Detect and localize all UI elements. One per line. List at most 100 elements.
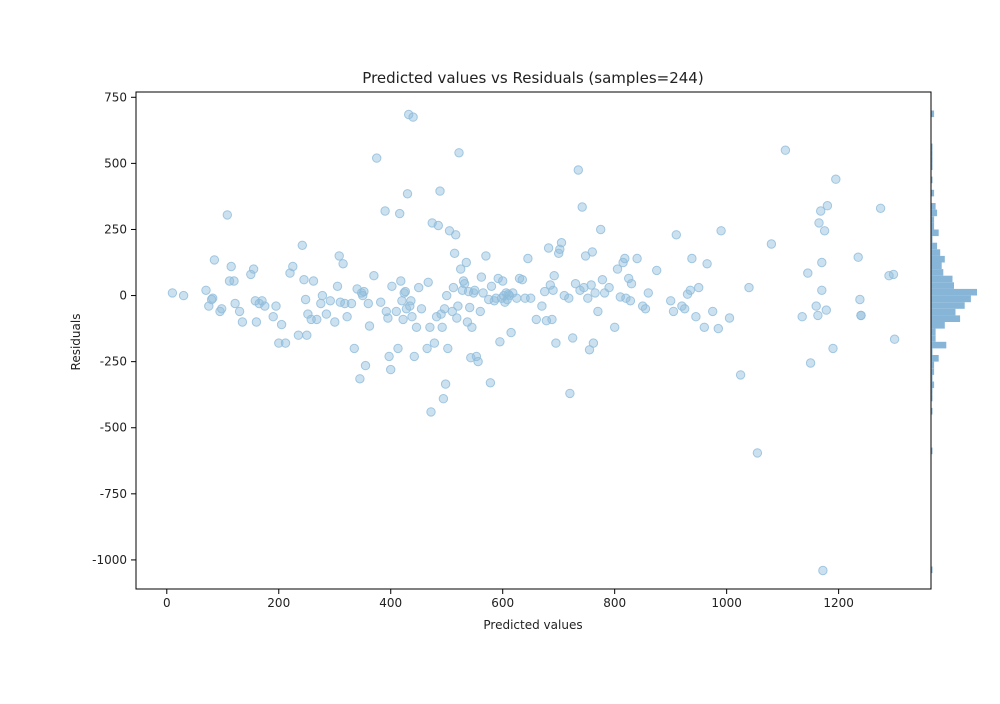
data-point-1: [178, 290, 189, 301]
histogram-bar--16: [931, 394, 933, 402]
data-point-203: [671, 230, 681, 240]
histogram-bar--2: [931, 302, 965, 309]
data-point-68: [387, 281, 397, 291]
data-point-41: [321, 309, 332, 319]
y-tick-label--1000: -1000: [92, 553, 127, 567]
data-point-20: [254, 298, 264, 309]
data-point-109: [452, 313, 462, 323]
data-point-27: [280, 338, 291, 348]
data-point-126: [475, 306, 485, 317]
data-point-30: [293, 330, 304, 340]
data-point-216: [724, 313, 735, 323]
data-point-229: [818, 565, 828, 576]
data-point-225: [813, 310, 823, 321]
data-point-210: [694, 282, 704, 293]
data-point-59: [364, 321, 375, 331]
histogram-bar--12: [931, 368, 935, 375]
data-point-24: [271, 301, 281, 311]
data-point-101: [440, 379, 451, 389]
data-point-94: [431, 312, 442, 322]
plot-area-frame: [135, 91, 932, 590]
data-point-211: [699, 322, 709, 332]
data-point-56: [359, 286, 369, 297]
data-point-120: [466, 353, 476, 363]
data-point-147: [512, 293, 522, 303]
data-point-208: [687, 253, 697, 264]
data-point-235: [853, 252, 863, 262]
data-point-219: [752, 448, 763, 458]
data-point-40: [317, 290, 328, 301]
histogram-bar--3: [931, 308, 956, 316]
data-point-129: [481, 251, 491, 261]
data-point-67: [386, 364, 396, 375]
histogram-bar-27: [931, 110, 935, 118]
data-point-96: [435, 186, 445, 196]
data-point-105: [447, 306, 457, 317]
data-point-167: [564, 293, 574, 303]
data-point-58: [363, 298, 373, 309]
x-tick-label-800: 800: [603, 596, 626, 610]
data-point-85: [411, 322, 422, 332]
data-point-217: [735, 370, 746, 380]
data-point-86: [414, 282, 424, 293]
data-point-98: [437, 322, 447, 332]
data-point-159: [547, 314, 557, 325]
histogram-bar--42: [931, 566, 933, 574]
data-point-14: [234, 306, 245, 317]
data-point-152: [526, 293, 536, 303]
histogram-bar-20: [931, 156, 933, 164]
data-point-83: [408, 112, 418, 122]
data-point-184: [597, 275, 608, 285]
data-point-110: [453, 301, 463, 311]
data-point-209: [691, 312, 701, 322]
data-point-201: [666, 296, 676, 306]
data-point-71: [395, 208, 405, 219]
data-point-192: [621, 293, 631, 303]
data-point-205: [680, 304, 690, 314]
data-point-57: [360, 360, 371, 371]
data-point-73: [397, 296, 407, 306]
data-point-222: [803, 268, 813, 278]
y-tick-label-500: 500: [104, 156, 127, 170]
data-point-230: [819, 226, 830, 236]
data-point-37: [308, 276, 319, 286]
data-point-228: [817, 257, 827, 268]
data-point-199: [643, 288, 653, 298]
data-point-135: [493, 273, 503, 284]
x-tick-label-1000: 1000: [711, 596, 742, 610]
data-point-112: [456, 264, 466, 274]
histogram-bar-12: [931, 209, 938, 217]
x-tick-label-400: 400: [379, 596, 402, 610]
data-point-42: [325, 296, 335, 306]
data-point-125: [473, 356, 483, 367]
data-point-91: [426, 407, 436, 417]
histogram-bar-4: [931, 262, 942, 270]
data-point-11: [226, 261, 236, 272]
data-point-198: [640, 304, 651, 314]
scatter-points: [167, 109, 900, 576]
data-point-13: [230, 298, 240, 309]
histogram-bar-15: [931, 189, 935, 197]
data-point-32: [299, 275, 309, 285]
data-point-78: [402, 189, 413, 199]
histogram-bar-10: [931, 222, 935, 230]
histogram-bar--9: [931, 348, 933, 355]
data-point-106: [448, 282, 459, 293]
data-point-74: [398, 314, 408, 325]
histogram-bar-6: [931, 249, 941, 256]
data-point-60: [369, 271, 379, 281]
data-point-87: [416, 304, 427, 314]
histogram-bar-0: [931, 288, 977, 296]
data-point-151: [523, 253, 533, 264]
data-point-176: [583, 293, 593, 303]
data-point-123: [470, 285, 480, 295]
data-point-12: [229, 276, 239, 286]
data-point-0: [167, 288, 178, 298]
data-point-202: [668, 306, 679, 317]
data-point-89: [423, 277, 433, 287]
data-point-65: [383, 313, 393, 323]
histogram-bar--18: [931, 407, 933, 415]
data-point-162: [551, 338, 561, 348]
data-point-181: [590, 288, 600, 298]
